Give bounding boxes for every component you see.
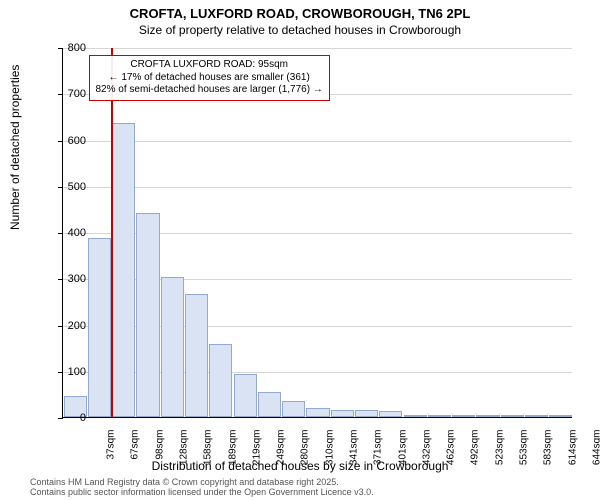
page-title: CROFTA, LUXFORD ROAD, CROWBOROUGH, TN6 2… [0,6,600,21]
page-subtitle: Size of property relative to detached ho… [0,23,600,37]
histogram-bar [452,415,475,417]
x-tick-label: 523sqm [494,430,505,470]
x-tick-label: 219sqm [251,430,262,470]
x-tick-label: 644sqm [591,430,600,470]
histogram-bar [234,374,257,417]
y-tick-label: 800 [46,42,86,54]
gridline [63,187,572,188]
histogram-bar [404,415,427,417]
x-tick-label: 462sqm [446,430,457,470]
annotation-line: ← 17% of detached houses are smaller (36… [96,72,323,85]
x-tick-label: 249sqm [276,430,287,470]
histogram-bar [331,410,354,417]
y-tick-label: 100 [46,366,86,378]
annotation-line: CROFTA LUXFORD ROAD: 95sqm [96,59,323,72]
histogram-bar [428,415,451,417]
histogram-bar [136,213,159,417]
histogram-bar [501,415,524,417]
histogram-bar [185,294,208,417]
y-tick-label: 0 [46,412,86,424]
x-tick-label: 310sqm [324,430,335,470]
x-tick-label: 98sqm [154,430,165,470]
x-tick-label: 614sqm [567,430,578,470]
histogram-bar [209,344,232,417]
property-marker-line [111,48,113,417]
footer-line-2: Contains public sector information licen… [30,488,374,498]
gridline [63,141,572,142]
x-tick-label: 492sqm [470,430,481,470]
y-tick-label: 300 [46,273,86,285]
y-tick-label: 500 [46,181,86,193]
y-axis-label: Number of detached properties [8,65,22,230]
x-tick-label: 67sqm [130,430,141,470]
x-tick-label: 280sqm [300,430,311,470]
x-tick-label: 432sqm [421,430,432,470]
y-tick-label: 600 [46,135,86,147]
histogram-bar [112,123,135,417]
annotation-line: 82% of semi-detached houses are larger (… [96,84,323,97]
histogram-bar [161,277,184,417]
histogram-chart: CROFTA LUXFORD ROAD: 95sqm← 17% of detac… [62,48,572,418]
histogram-bar [525,415,548,417]
y-tick-label: 400 [46,227,86,239]
x-tick-label: 401sqm [397,430,408,470]
footer-attribution: Contains HM Land Registry data © Crown c… [30,478,374,498]
gridline [63,48,572,49]
histogram-bar [549,415,572,417]
x-tick-label: 189sqm [227,430,238,470]
y-tick-label: 200 [46,320,86,332]
annotation-box: CROFTA LUXFORD ROAD: 95sqm← 17% of detac… [89,55,330,101]
x-tick-label: 37sqm [106,430,117,470]
y-tick-label: 700 [46,88,86,100]
histogram-bar [88,238,111,417]
x-tick-label: 583sqm [543,430,554,470]
histogram-bar [476,415,499,417]
histogram-bar [306,408,329,417]
histogram-bar [355,410,378,417]
histogram-bar [379,411,402,417]
histogram-bar [282,401,305,417]
x-tick-label: 158sqm [203,430,214,470]
x-tick-label: 128sqm [179,430,190,470]
histogram-bar [258,392,281,417]
x-tick-label: 553sqm [519,430,530,470]
x-tick-label: 341sqm [349,430,360,470]
x-tick-label: 371sqm [373,430,384,470]
